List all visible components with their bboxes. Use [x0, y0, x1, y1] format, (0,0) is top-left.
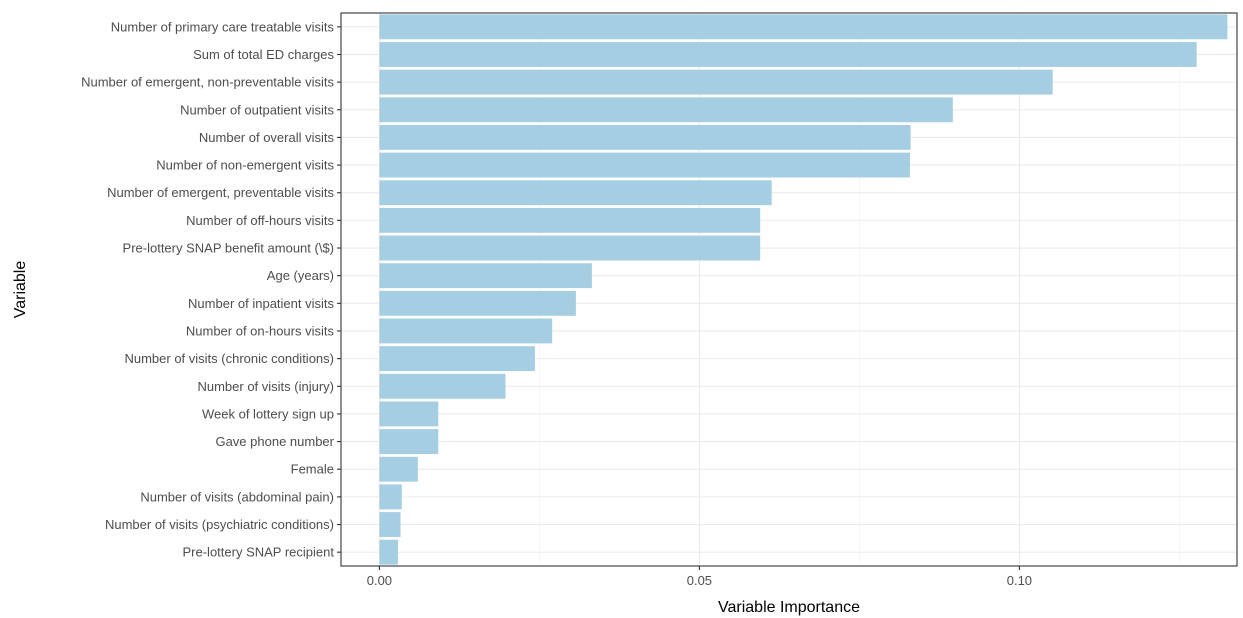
- y-tick-label: Gave phone number: [215, 434, 334, 449]
- bar: [379, 207, 761, 233]
- y-tick-label: Number of off-hours visits: [186, 213, 334, 228]
- x-tick-label: 0.00: [367, 573, 392, 588]
- y-tick-label: Age (years): [267, 268, 334, 283]
- y-tick-label: Number of primary care treatable visits: [111, 19, 335, 34]
- x-tick-label: 0.05: [687, 573, 712, 588]
- grid-lines: [341, 13, 1237, 566]
- y-tick-label: Number of visits (psychiatric conditions…: [105, 517, 334, 532]
- bar: [379, 429, 439, 455]
- bar: [379, 539, 398, 565]
- y-tick-label: Number of visits (abdominal pain): [140, 489, 334, 504]
- y-tick-label: Sum of total ED charges: [193, 47, 334, 62]
- y-tick-label: Number of emergent, non-preventable visi…: [81, 75, 334, 90]
- panel-border: [340, 12, 1238, 567]
- y-tick-label: Pre-lottery SNAP recipient: [183, 545, 335, 560]
- y-tick-label: Female: [291, 462, 334, 477]
- bar: [379, 456, 418, 482]
- y-tick-label: Number of outpatient visits: [180, 102, 334, 117]
- x-axis-title: Variable Importance: [718, 599, 860, 616]
- bar: [379, 263, 592, 289]
- bar: [379, 318, 553, 344]
- bar: [379, 124, 911, 150]
- y-tick-label: Number of on-hours visits: [186, 323, 335, 338]
- bar: [379, 152, 910, 178]
- bar: [379, 512, 401, 537]
- y-tick-labels: Number of primary care treatable visits S…: [81, 19, 335, 559]
- bar: [379, 69, 1053, 95]
- y-tick-label: Number of visits (chronic conditions): [124, 351, 334, 366]
- y-tick-label: Week of lottery sign up: [202, 406, 334, 421]
- y-tick-label: Number of inpatient visits: [188, 296, 334, 311]
- bar: [379, 484, 402, 510]
- bar: [379, 14, 1228, 40]
- bar: [379, 401, 439, 427]
- bar: [379, 97, 953, 123]
- x-tick-labels: 0.00 0.05 0.10: [367, 573, 1032, 588]
- bar: [379, 235, 761, 261]
- y-axis-title: Variable: [12, 261, 29, 319]
- bar: [379, 42, 1197, 67]
- x-tick-label: 0.10: [1007, 573, 1032, 588]
- bar: [379, 290, 576, 316]
- bar: [379, 373, 506, 399]
- axis-ticks: [337, 26, 1020, 570]
- y-tick-label: Number of non-emergent visits: [156, 158, 334, 173]
- bar: [379, 180, 772, 206]
- y-tick-label: Pre-lottery SNAP benefit amount (\$): [123, 241, 334, 256]
- bars: [379, 14, 1228, 565]
- y-tick-label: Number of visits (injury): [197, 379, 334, 394]
- y-tick-label: Number of overall visits: [199, 130, 335, 145]
- y-tick-label: Number of emergent, preventable visits: [107, 185, 334, 200]
- bar: [379, 346, 535, 372]
